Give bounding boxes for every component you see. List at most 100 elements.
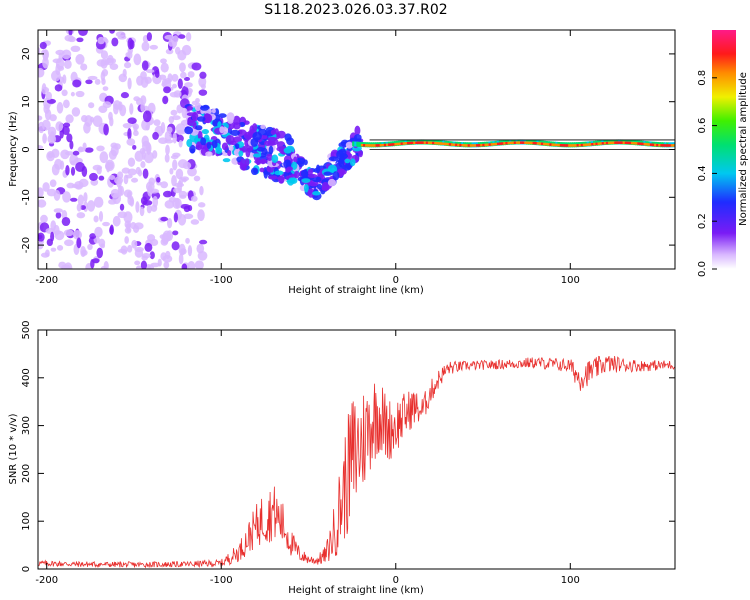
noise-blob bbox=[141, 140, 151, 152]
noise-blob bbox=[62, 99, 70, 109]
noise-blob bbox=[38, 199, 47, 208]
noise-blob bbox=[109, 224, 114, 235]
carrier-core bbox=[453, 143, 457, 146]
carrier-core bbox=[658, 144, 662, 147]
carrier-core bbox=[633, 142, 637, 145]
noise-blob bbox=[46, 188, 57, 197]
noise-blob bbox=[71, 107, 81, 117]
carrier-core bbox=[540, 142, 544, 146]
carrier-core bbox=[668, 144, 672, 147]
noise-blob bbox=[195, 97, 200, 103]
spectrogram-blobs bbox=[38, 30, 675, 269]
noise-blob bbox=[80, 205, 86, 211]
band-blob bbox=[219, 126, 225, 134]
noise-blob bbox=[170, 109, 178, 116]
noise-blob bbox=[165, 48, 174, 55]
noise-blob bbox=[40, 252, 50, 258]
noise-blob bbox=[89, 233, 97, 240]
carrier-core bbox=[440, 142, 444, 145]
carrier-core bbox=[654, 143, 658, 147]
noise-blob bbox=[166, 126, 173, 134]
noise-blob bbox=[42, 56, 49, 69]
carrier-core bbox=[392, 143, 396, 146]
noise-blob bbox=[140, 76, 149, 88]
carrier-core bbox=[557, 143, 561, 147]
carrier-core bbox=[643, 142, 647, 146]
carrier-core bbox=[402, 142, 406, 145]
band-blob bbox=[253, 153, 262, 158]
noise-blob bbox=[140, 161, 146, 169]
dip-blob bbox=[315, 164, 321, 174]
carrier-core bbox=[597, 142, 601, 145]
band-blob bbox=[268, 175, 278, 180]
carrier-core bbox=[517, 141, 521, 144]
noise-blob bbox=[159, 234, 166, 239]
band-blob bbox=[238, 150, 244, 157]
noise-blob bbox=[52, 58, 62, 64]
noise-blob bbox=[175, 123, 186, 134]
band-blob bbox=[201, 129, 209, 135]
carrier-core bbox=[522, 141, 526, 144]
noise-blob bbox=[142, 168, 149, 179]
dip-blob bbox=[312, 191, 321, 196]
noise-blob bbox=[50, 247, 57, 252]
band-blob bbox=[250, 167, 259, 176]
carrier-core bbox=[367, 144, 371, 147]
spectrogram-ylabel: Frequency (Hz) bbox=[8, 111, 19, 187]
band-blob bbox=[194, 102, 202, 112]
band-blob bbox=[259, 167, 265, 173]
noise-blob bbox=[173, 90, 182, 98]
noise-blob bbox=[180, 176, 189, 182]
noise-blob bbox=[165, 144, 170, 156]
carrier-core bbox=[461, 144, 465, 147]
band-blob bbox=[221, 142, 229, 151]
noise-blob bbox=[187, 167, 197, 177]
noise-blob bbox=[143, 151, 154, 164]
carrier-core bbox=[624, 141, 628, 145]
carrier-core bbox=[580, 143, 584, 147]
noise-blob bbox=[118, 101, 123, 112]
noise-blob bbox=[114, 176, 124, 185]
noise-blob bbox=[100, 71, 106, 82]
noise-blob bbox=[108, 149, 117, 160]
noise-blob bbox=[62, 125, 70, 136]
noise-blob bbox=[84, 147, 94, 153]
band-blob bbox=[271, 154, 279, 164]
noise-blob bbox=[179, 194, 187, 199]
noise-blob bbox=[160, 62, 169, 73]
dip-blob bbox=[354, 134, 362, 141]
carrier-core bbox=[400, 142, 404, 145]
band-blob bbox=[205, 151, 213, 157]
dip-blob bbox=[300, 169, 309, 178]
band-blob bbox=[195, 141, 203, 151]
snr-series-line bbox=[38, 355, 675, 569]
dip-blob bbox=[285, 168, 291, 173]
noise-blob bbox=[185, 237, 190, 244]
band-blob bbox=[197, 116, 206, 122]
noise-blob bbox=[122, 122, 133, 129]
band-blob bbox=[191, 111, 199, 122]
carrier-core bbox=[520, 141, 524, 144]
carrier-core bbox=[582, 143, 586, 147]
carrier-core bbox=[488, 143, 492, 146]
noise-blob bbox=[141, 255, 148, 261]
carrier-core bbox=[612, 141, 616, 144]
noise-blob bbox=[75, 90, 85, 98]
noise-blob bbox=[127, 245, 133, 253]
noise-blob bbox=[100, 50, 109, 60]
noise-blob bbox=[49, 114, 57, 122]
carrier-core bbox=[555, 143, 559, 147]
noise-blob bbox=[168, 196, 177, 203]
carrier-core bbox=[601, 142, 605, 145]
carrier-core bbox=[587, 143, 591, 146]
band-blob bbox=[189, 144, 196, 154]
noise-blob bbox=[135, 166, 141, 175]
noise-blob bbox=[56, 244, 64, 251]
noise-blob bbox=[139, 206, 145, 217]
band-blob bbox=[274, 170, 284, 176]
band-blob bbox=[239, 158, 247, 168]
noise-blob bbox=[127, 77, 132, 90]
band-blob bbox=[244, 158, 250, 166]
noise-blob bbox=[197, 209, 205, 222]
carrier-core bbox=[429, 141, 433, 145]
